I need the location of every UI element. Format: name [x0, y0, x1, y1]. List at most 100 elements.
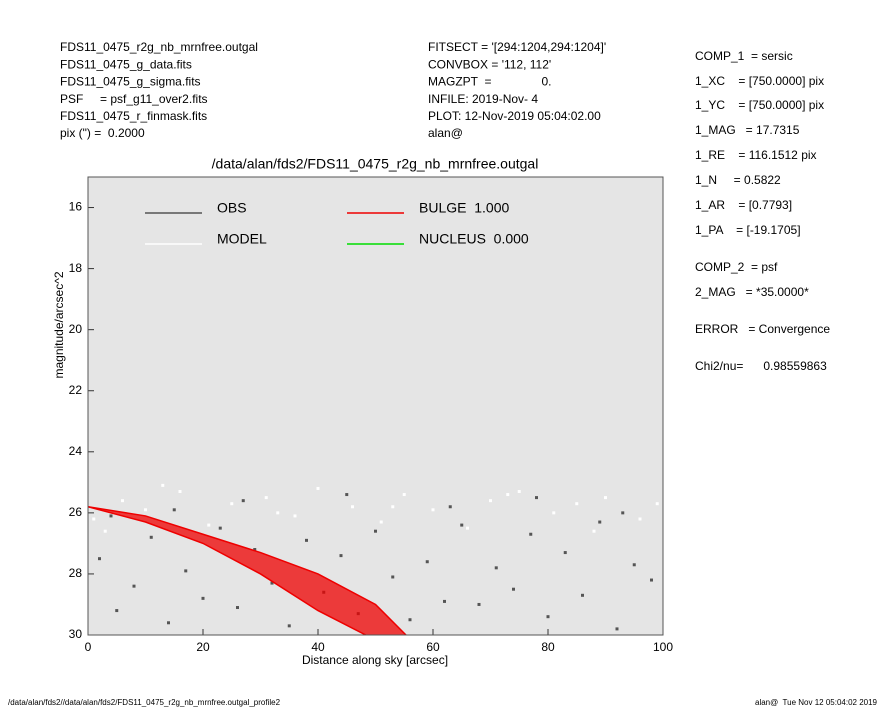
point — [575, 502, 579, 506]
info-right: 1_RE = 116.1512 pix — [695, 148, 817, 162]
info-left: FDS11_0475_r_finmask.fits — [60, 109, 207, 123]
point — [167, 621, 170, 625]
footer-left: /data/alan/fds2//data/alan/fds2/FDS11_04… — [8, 698, 281, 707]
x-tick-label: 40 — [311, 640, 325, 654]
point — [604, 496, 607, 500]
info-right: 1_XC = [750.0000] pix — [695, 74, 824, 88]
point — [305, 538, 308, 542]
point — [621, 511, 625, 515]
info-right: 1_PA = [-19.1705] — [695, 223, 801, 237]
point — [517, 489, 521, 493]
point — [448, 505, 452, 509]
point — [115, 609, 119, 613]
point — [264, 496, 268, 500]
point — [236, 606, 239, 610]
point — [638, 517, 642, 521]
legend-label: OBS — [217, 200, 247, 216]
point — [391, 575, 395, 579]
point — [316, 486, 320, 490]
point — [121, 499, 124, 503]
x-tick-label: 60 — [426, 640, 440, 654]
chart-title: /data/alan/fds2/FDS11_0475_r2g_nb_mrnfre… — [212, 156, 539, 172]
point — [408, 618, 412, 622]
info-right: 2_MAG = *35.0000* — [695, 285, 809, 299]
x-axis-label: Distance along sky [arcsec] — [302, 653, 448, 667]
legend-label: NUCLEUS 0.000 — [419, 231, 529, 247]
point — [109, 514, 113, 518]
point — [374, 529, 377, 533]
legend-label: BULGE 1.000 — [419, 200, 509, 216]
point — [535, 496, 538, 500]
point — [552, 511, 556, 515]
info-right: ERROR = Convergence — [695, 322, 830, 336]
legend-label: MODEL — [217, 231, 267, 247]
point — [241, 499, 245, 503]
point — [391, 505, 395, 509]
info-right: 1_MAG = 17.7315 — [695, 123, 800, 137]
info-middle: CONVBOX = '112, 112' — [428, 57, 551, 71]
info-middle: alan@ — [428, 126, 463, 140]
info-middle: MAGZPT = 0. — [428, 75, 551, 89]
y-tick-label: 30 — [69, 627, 83, 641]
plot-area — [88, 177, 663, 635]
point — [230, 502, 234, 506]
point — [529, 532, 533, 536]
point — [477, 602, 481, 606]
y-tick-label: 18 — [69, 261, 83, 275]
bulge-band — [88, 506, 406, 635]
point — [655, 502, 659, 506]
point — [443, 599, 446, 603]
point — [149, 535, 153, 539]
point — [402, 493, 406, 497]
info-right: 1_AR = [0.7793] — [695, 198, 792, 212]
x-tick-label: 20 — [196, 640, 210, 654]
info-middle: FITSECT = '[294:1204,294:1204]' — [428, 40, 606, 54]
point — [144, 508, 147, 512]
point — [546, 615, 550, 619]
info-middle: PLOT: 12-Nov-2019 05:04:02.00 — [428, 109, 601, 123]
point — [103, 529, 107, 533]
info-left: FDS11_0475_g_sigma.fits — [60, 75, 201, 89]
point — [632, 563, 636, 567]
point — [161, 483, 165, 487]
point — [218, 526, 222, 530]
point — [379, 520, 383, 524]
line — [88, 506, 407, 635]
point — [207, 523, 211, 527]
y-tick-label: 22 — [69, 383, 83, 397]
point — [506, 493, 510, 497]
point — [431, 508, 435, 512]
point — [293, 514, 297, 518]
point — [598, 520, 602, 524]
point — [92, 517, 96, 521]
y-tick-label: 28 — [69, 566, 83, 580]
info-right: Chi2/nu= 0.98559863 — [695, 359, 827, 373]
point — [339, 554, 343, 558]
point — [592, 529, 596, 533]
point — [172, 508, 176, 512]
point — [512, 587, 515, 591]
info-right: 1_N = 0.5822 — [695, 173, 781, 187]
footer-right: alan@ Tue Nov 12 05:04:02 2019 — [755, 698, 878, 707]
point — [615, 627, 619, 631]
info-right: 1_YC = [750.0000] pix — [695, 98, 824, 112]
info-right: COMP_2 = psf — [695, 260, 778, 274]
point — [98, 557, 101, 561]
point — [351, 505, 354, 509]
point — [425, 560, 429, 564]
info-left: FDS11_0475_r2g_nb_mrnfree.outgal — [60, 40, 258, 54]
point — [276, 511, 280, 515]
plot-frame — [87, 176, 664, 636]
info-right: COMP_1 = sersic — [695, 49, 793, 63]
x-tick-label: 0 — [85, 640, 92, 654]
point — [178, 489, 182, 493]
line — [88, 506, 367, 635]
point — [489, 499, 492, 503]
info-left: PSF = psf_g11_over2.fits — [60, 92, 208, 106]
point — [184, 569, 188, 573]
point — [345, 493, 349, 497]
point — [650, 578, 653, 582]
point — [563, 551, 567, 555]
x-tick-label: 80 — [541, 640, 555, 654]
plot-marks — [88, 483, 659, 635]
